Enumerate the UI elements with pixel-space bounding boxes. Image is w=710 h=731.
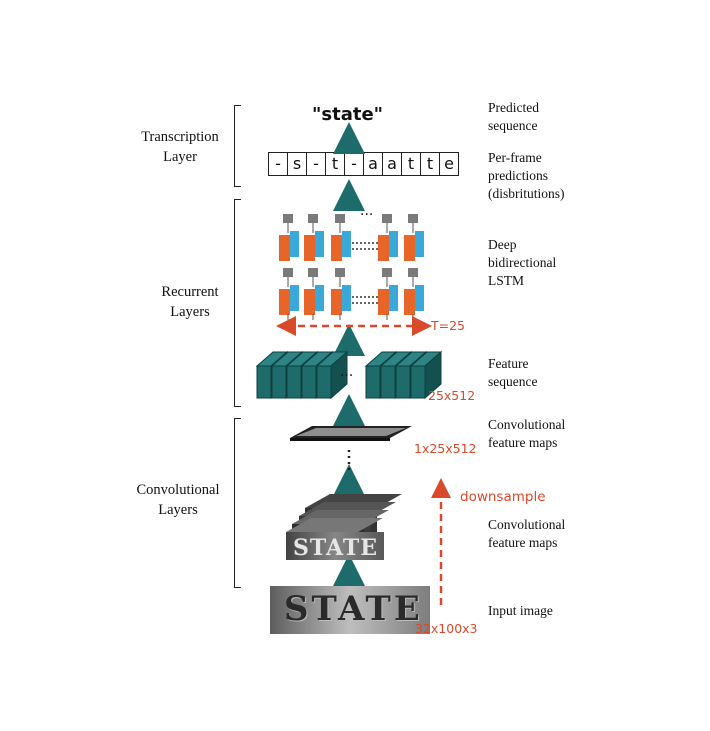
lstm-grid: [279, 214, 424, 320]
input-image-label: Input image: [488, 603, 553, 618]
output-node: [408, 214, 418, 223]
lstm-backward-cell: [389, 285, 398, 311]
output-node: [308, 214, 318, 223]
feature-columns: [255, 350, 443, 400]
conv-feature-map-stack: [286, 494, 402, 560]
feature-column-front: [316, 365, 332, 399]
lstm-backward-cell: [315, 285, 324, 311]
frame-char: s: [288, 153, 307, 175]
frame-char: -: [345, 153, 364, 175]
transcription-bracket: [234, 105, 241, 187]
lstm-backward-cell: [342, 231, 351, 257]
feature-column-front: [271, 365, 287, 399]
lstm-forward-cell: [331, 289, 342, 315]
input-image: [270, 586, 430, 634]
lstm-forward-cell: [378, 289, 389, 315]
convolutional-layers-label: Convolutional Layers: [136, 482, 220, 518]
lstm-forward-cell: [279, 235, 290, 261]
frame-char: t: [421, 153, 440, 175]
feature-seq-dim: 25x512: [428, 388, 476, 403]
lstm-backward-cell: [389, 231, 398, 257]
lstm-forward-cell: [404, 235, 415, 261]
lstm-forward-cell: [304, 235, 315, 261]
input-image-bg: [270, 586, 430, 634]
lstm-backward-cell: [315, 231, 324, 257]
deep-lstm-label: Deep bidirectional LSTM: [488, 237, 557, 288]
output-node: [408, 268, 418, 277]
lstm-top-ellipsis: ...: [360, 203, 374, 219]
convolutional-bracket: [234, 418, 241, 588]
feature-column-front: [410, 365, 426, 399]
conv-feature-map-top: [290, 426, 412, 441]
feature-ellipsis: ...: [340, 364, 354, 380]
frame-char: t: [326, 153, 345, 175]
frame-char: -: [307, 153, 326, 175]
lstm-backward-cell: [415, 231, 424, 257]
lstm-backward-cell: [415, 285, 424, 311]
frame-char: a: [383, 153, 402, 175]
conv-maps-bottom-label: Convolutional feature maps: [488, 517, 566, 550]
transcription-layer-label: Transcription Layer: [141, 129, 219, 165]
output-node: [335, 268, 345, 277]
feature-column-front: [286, 365, 302, 399]
output-node: [382, 268, 392, 277]
frame-char: a: [364, 153, 383, 175]
lstm-forward-cell: [331, 235, 342, 261]
lstm-forward-cell: [304, 289, 315, 315]
feature-column-front: [256, 365, 272, 399]
lstm-forward-cell: [378, 235, 389, 261]
output-node: [308, 268, 318, 277]
lstm-forward-cell: [404, 289, 415, 315]
recurrent-bracket: [234, 199, 241, 407]
feature-column-front: [301, 365, 317, 399]
conv-maps-dim: 1x25x512: [414, 441, 477, 456]
feature-map-word: STATE: [293, 535, 379, 561]
feature-column-front: [365, 365, 381, 399]
input-word: STATE: [284, 589, 423, 629]
lstm-backward-cell: [290, 231, 299, 257]
lstm-forward-cell: [279, 289, 290, 315]
per-frame-label: Per-frame predictions (disbritutions): [488, 150, 565, 201]
frame-char: -: [269, 153, 288, 175]
output-node: [382, 214, 392, 223]
lstm-backward-cell: [342, 285, 351, 311]
t-label: T=25: [431, 318, 466, 333]
predicted-sequence-label: Predicted sequence: [488, 100, 539, 133]
frame-char: e: [444, 154, 454, 173]
lstm-backward-cell: [290, 285, 299, 311]
recurrent-layers-label: Recurrent Layers: [161, 284, 219, 320]
frame-char: t: [402, 153, 421, 175]
predicted-text: "state": [312, 104, 384, 125]
feature-column-front: [380, 365, 396, 399]
feature-sequence-label: Feature sequence: [488, 356, 538, 389]
feature-column-front: [395, 365, 411, 399]
output-node: [335, 214, 345, 223]
output-node: [283, 268, 293, 277]
output-node: [283, 214, 293, 223]
conv-maps-top-label: Convolutional feature maps: [488, 417, 566, 450]
input-dim: 32x100x3: [415, 621, 478, 636]
downsample-label: downsample: [460, 489, 546, 505]
